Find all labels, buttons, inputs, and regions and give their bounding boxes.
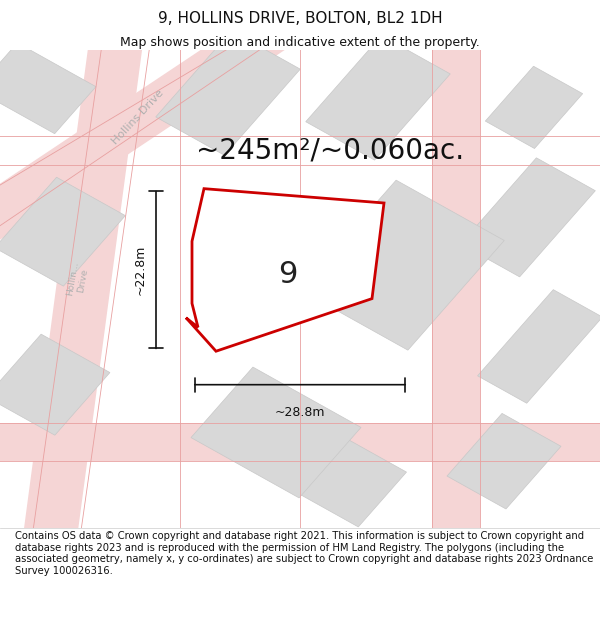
Polygon shape	[21, 9, 147, 554]
Polygon shape	[461, 158, 595, 277]
Polygon shape	[485, 66, 583, 149]
Polygon shape	[478, 289, 600, 403]
Text: 9, HOLLINS DRIVE, BOLTON, BL2 1DH: 9, HOLLINS DRIVE, BOLTON, BL2 1DH	[158, 11, 442, 26]
Polygon shape	[306, 36, 450, 160]
Text: ~28.8m: ~28.8m	[275, 406, 325, 419]
Polygon shape	[0, 177, 125, 286]
Text: Contains OS data © Crown copyright and database right 2021. This information is : Contains OS data © Crown copyright and d…	[15, 531, 593, 576]
Polygon shape	[0, 0, 317, 248]
Polygon shape	[186, 189, 384, 351]
Polygon shape	[300, 180, 504, 350]
Polygon shape	[0, 423, 600, 461]
Polygon shape	[156, 31, 300, 155]
Text: Map shows position and indicative extent of the property.: Map shows position and indicative extent…	[120, 36, 480, 49]
Text: 9: 9	[278, 260, 298, 289]
Text: Hollin...
Drive: Hollin... Drive	[65, 261, 91, 298]
Polygon shape	[447, 413, 561, 509]
Text: Hollins Drive: Hollins Drive	[110, 88, 166, 146]
Polygon shape	[290, 434, 406, 527]
Polygon shape	[0, 334, 110, 435]
Text: ~22.8m: ~22.8m	[134, 245, 147, 295]
Polygon shape	[432, 12, 480, 552]
Polygon shape	[191, 367, 361, 498]
Polygon shape	[0, 42, 96, 134]
Text: ~245m²/~0.060ac.: ~245m²/~0.060ac.	[196, 136, 464, 164]
